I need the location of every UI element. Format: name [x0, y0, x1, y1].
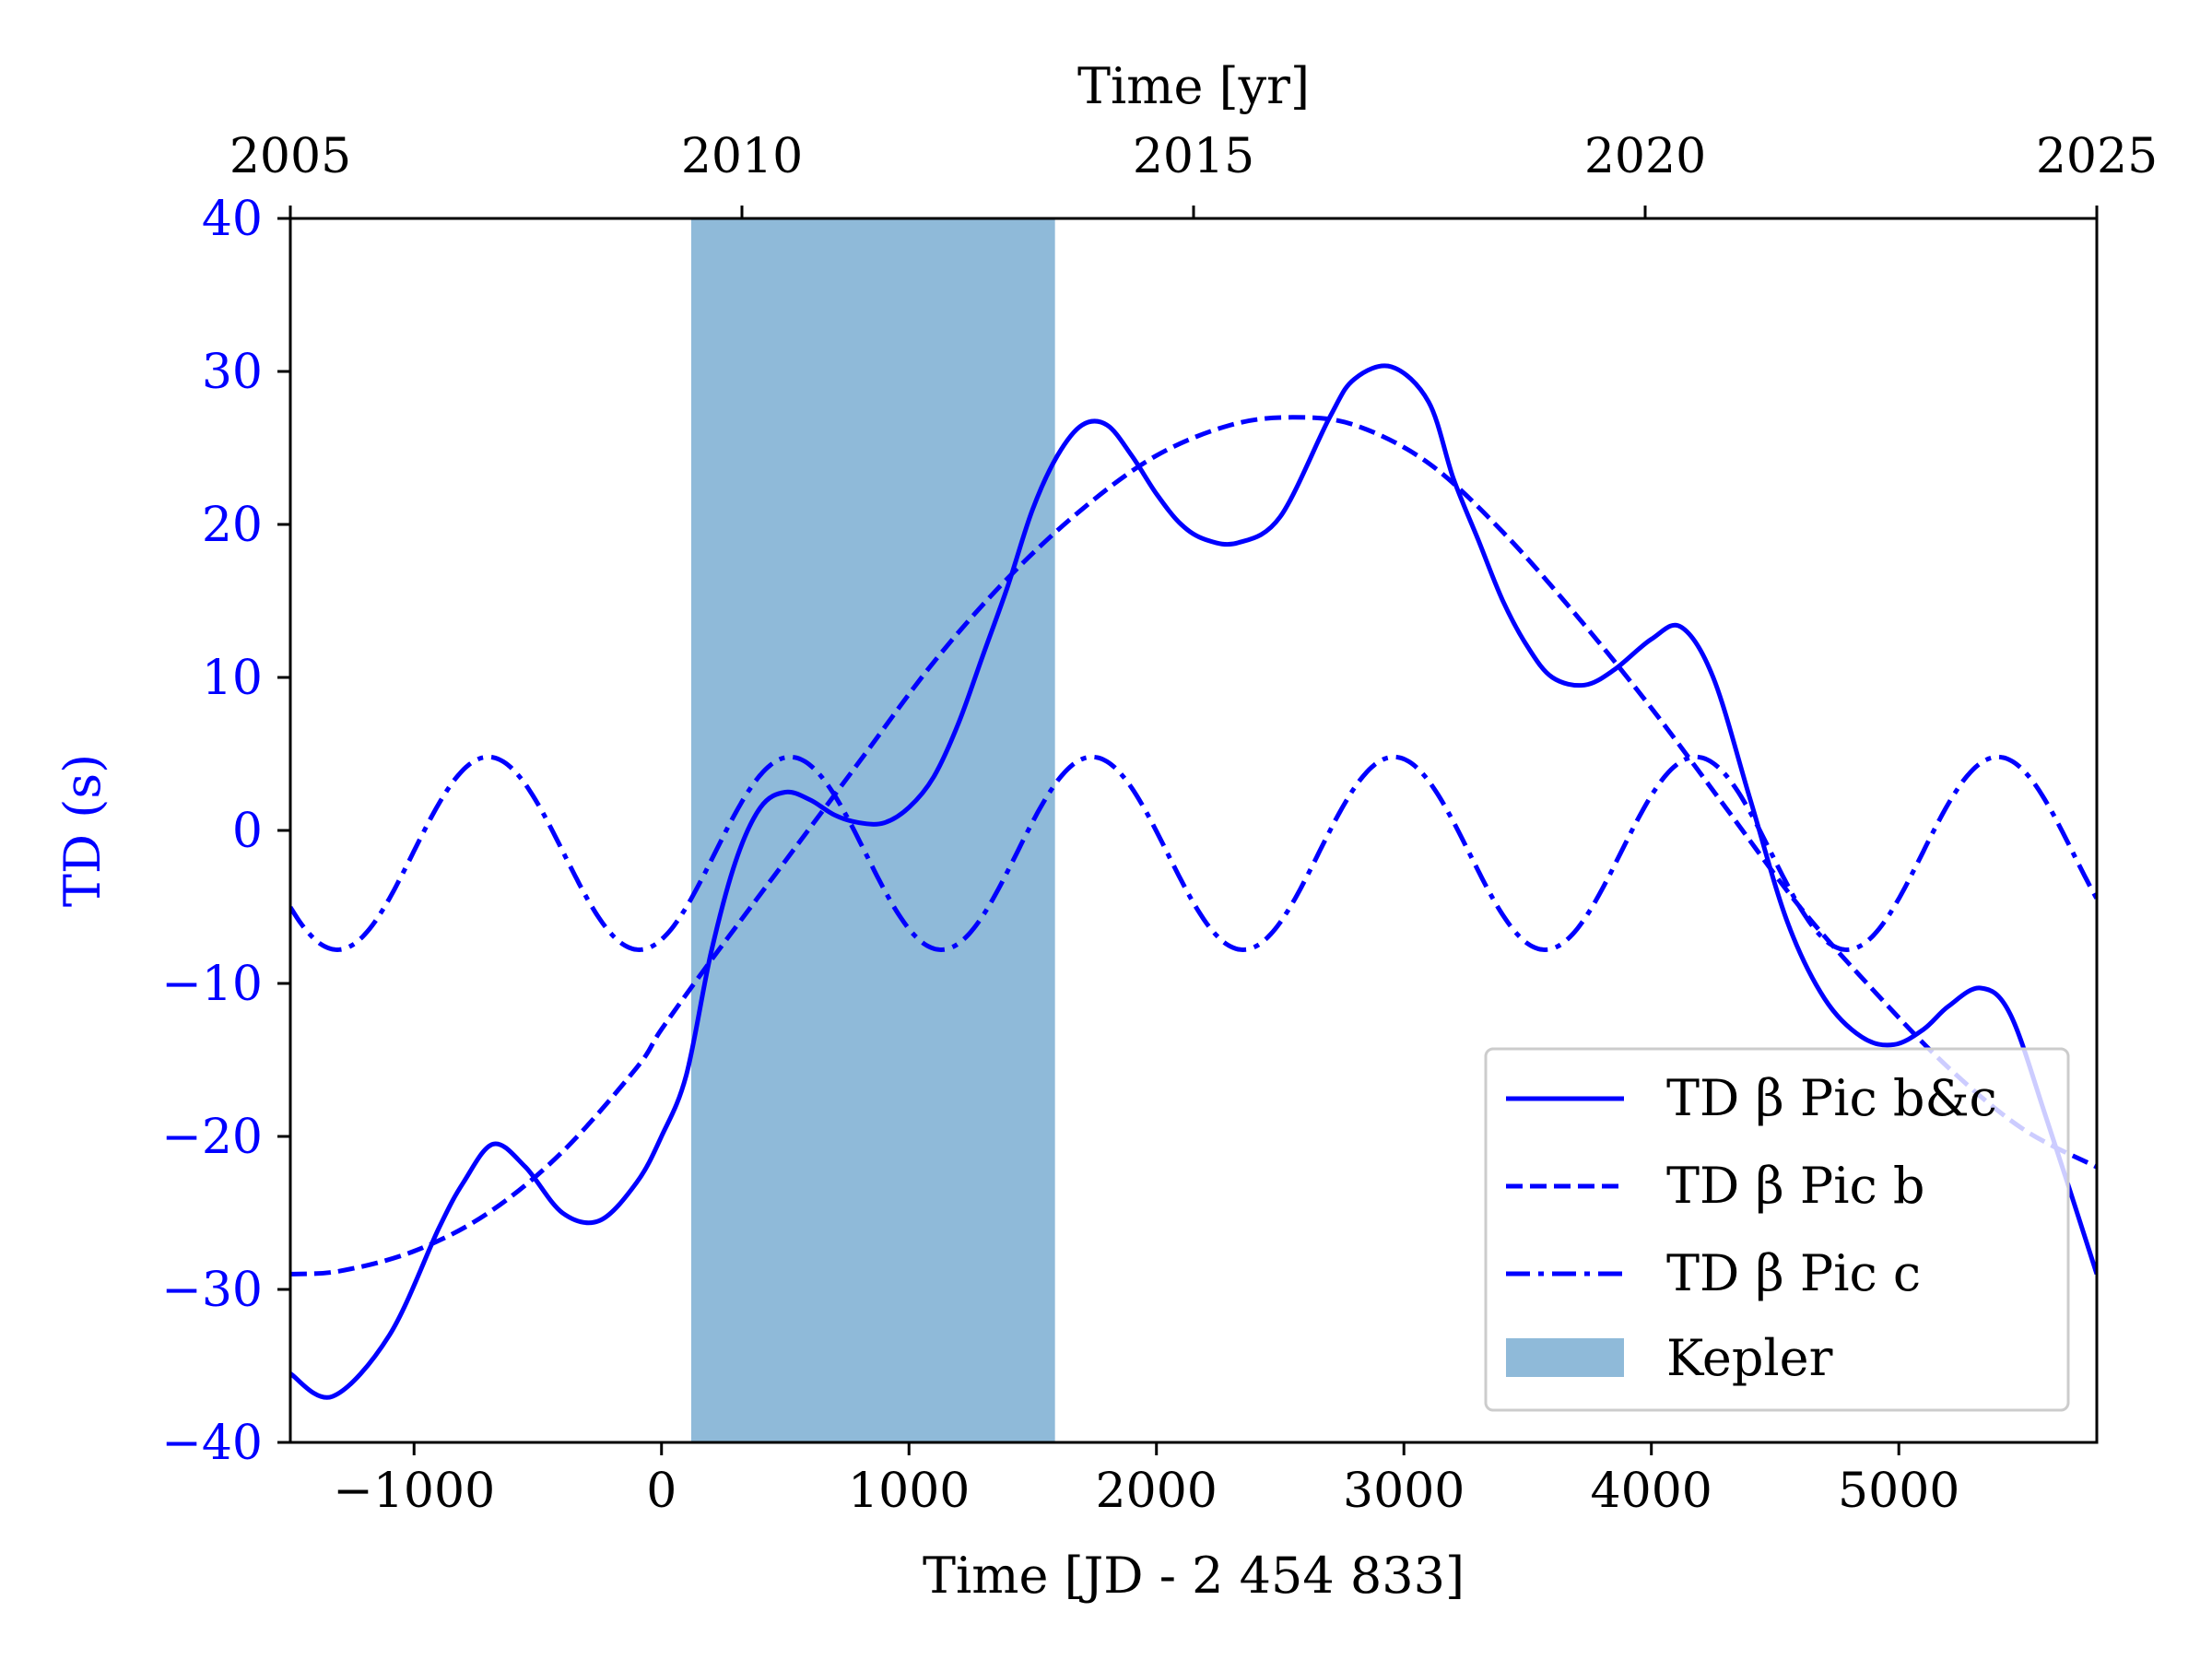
left-y-axis: −40 −30 −20 −10 0 10 20 30 40: [161, 192, 290, 1471]
x2-tick-label: 2005: [229, 129, 351, 184]
top-x-axis-title: Time [yr]: [1077, 57, 1310, 115]
bottom-x-axis: −1000 0 1000 2000 3000 4000 5000: [333, 1442, 1959, 1519]
legend-label-bc: TD β Pic b&c: [1666, 1069, 1997, 1127]
y-tick-label: 30: [202, 345, 263, 400]
top-x-axis: 2005 2010 2015 2020 2025: [229, 129, 2158, 218]
y-tick-label: −40: [161, 1416, 263, 1471]
series-line-bc: [290, 363, 2097, 1400]
y-tick-label: 10: [202, 651, 263, 706]
series-line-b: [290, 415, 2097, 1277]
y-tick-label: −10: [161, 957, 263, 1012]
series-layer: [290, 363, 2097, 1400]
x-tick-label: 3000: [1343, 1464, 1465, 1519]
legend-swatch-kepler: [1506, 1338, 1624, 1377]
x2-tick-label: 2015: [1133, 129, 1254, 184]
x-axis-title: Time [JD - 2 454 833]: [923, 1547, 1465, 1605]
x-tick-label: 1000: [848, 1464, 970, 1519]
x-tick-label: 2000: [1096, 1464, 1218, 1519]
legend-label-kepler: Kepler: [1666, 1329, 1833, 1387]
legend-label-b: TD β Pic b: [1666, 1157, 1924, 1215]
x2-tick-label: 2010: [681, 129, 803, 184]
y-tick-label: −20: [161, 1110, 263, 1165]
y-tick-label: 0: [232, 804, 263, 859]
x-tick-label: 0: [646, 1464, 677, 1519]
y-tick-label: 40: [202, 192, 263, 247]
x2-tick-label: 2025: [2036, 129, 2158, 184]
legend-box: [1484, 1047, 2070, 1412]
x-tick-label: −1000: [333, 1464, 495, 1519]
x-tick-label: 5000: [1838, 1464, 1959, 1519]
y-tick-label: 20: [202, 498, 263, 553]
kepler-band: [690, 218, 1055, 1442]
x-tick-label: 4000: [1591, 1464, 1712, 1519]
y-axis-title: TD (s): [53, 754, 112, 907]
legend: TD β Pic b&c TD β Pic b TD β Pic c Keple…: [1484, 1047, 2070, 1412]
x2-tick-label: 2020: [1584, 129, 1706, 184]
legend-label-c: TD β Pic c: [1666, 1244, 1921, 1302]
y-tick-label: −30: [161, 1263, 263, 1318]
